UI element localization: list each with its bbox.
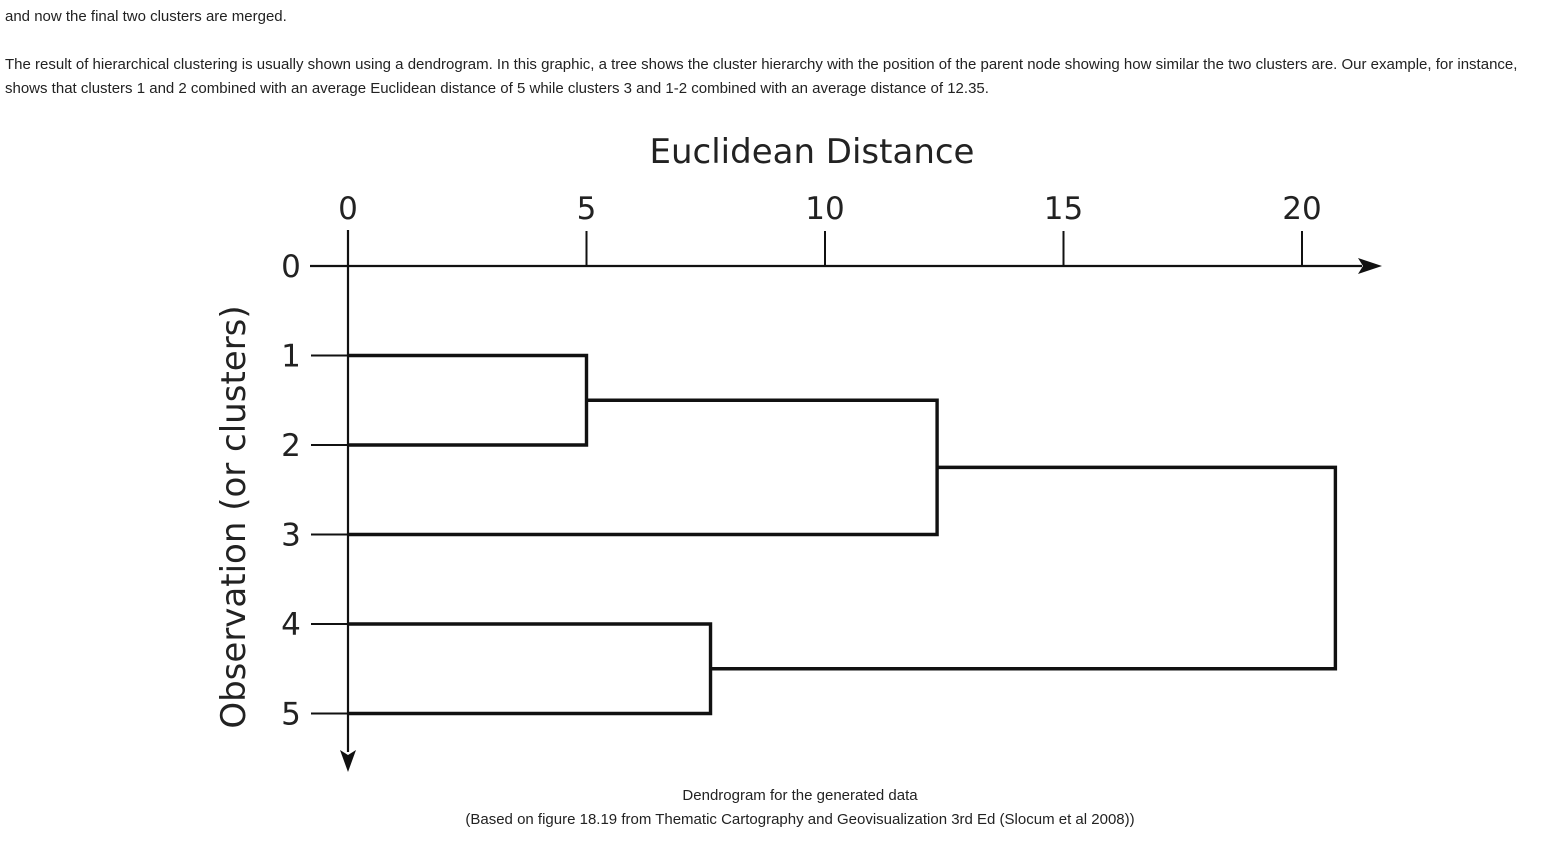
observation-label: 2: [281, 428, 301, 464]
dendrogram-link: [348, 353, 589, 447]
x-axis-arrow: [1358, 258, 1382, 274]
figure-source-caption: (Based on figure 18.19 from Thematic Car…: [465, 811, 1135, 828]
x-tick-label: 5: [577, 191, 597, 227]
y-axis-arrow: [340, 750, 356, 772]
intro-paragraph: and now the final two clusters are merge…: [5, 8, 287, 25]
observation-label: 4: [281, 607, 301, 643]
dendrogram-link: [710, 465, 1338, 671]
x-tick-label: 10: [805, 191, 844, 227]
x-tick-label: 20: [1282, 191, 1321, 227]
observation-label: 3: [281, 518, 301, 554]
x-tick-label: 0: [338, 191, 358, 227]
explanation-paragraph: The result of hierarchical clustering is…: [5, 56, 1518, 97]
observation-label: 5: [281, 697, 301, 733]
observation-label: 0: [281, 249, 301, 285]
chart-title: Euclidean Distance: [650, 132, 975, 172]
dendrogram-link: [348, 622, 713, 716]
figure-caption: Dendrogram for the generated data: [682, 787, 918, 804]
y-axis-label: Observation (or clusters): [214, 305, 254, 728]
x-tick-label: 15: [1044, 191, 1083, 227]
dendrogram-link: [348, 398, 939, 537]
observation-label: 1: [281, 339, 301, 375]
